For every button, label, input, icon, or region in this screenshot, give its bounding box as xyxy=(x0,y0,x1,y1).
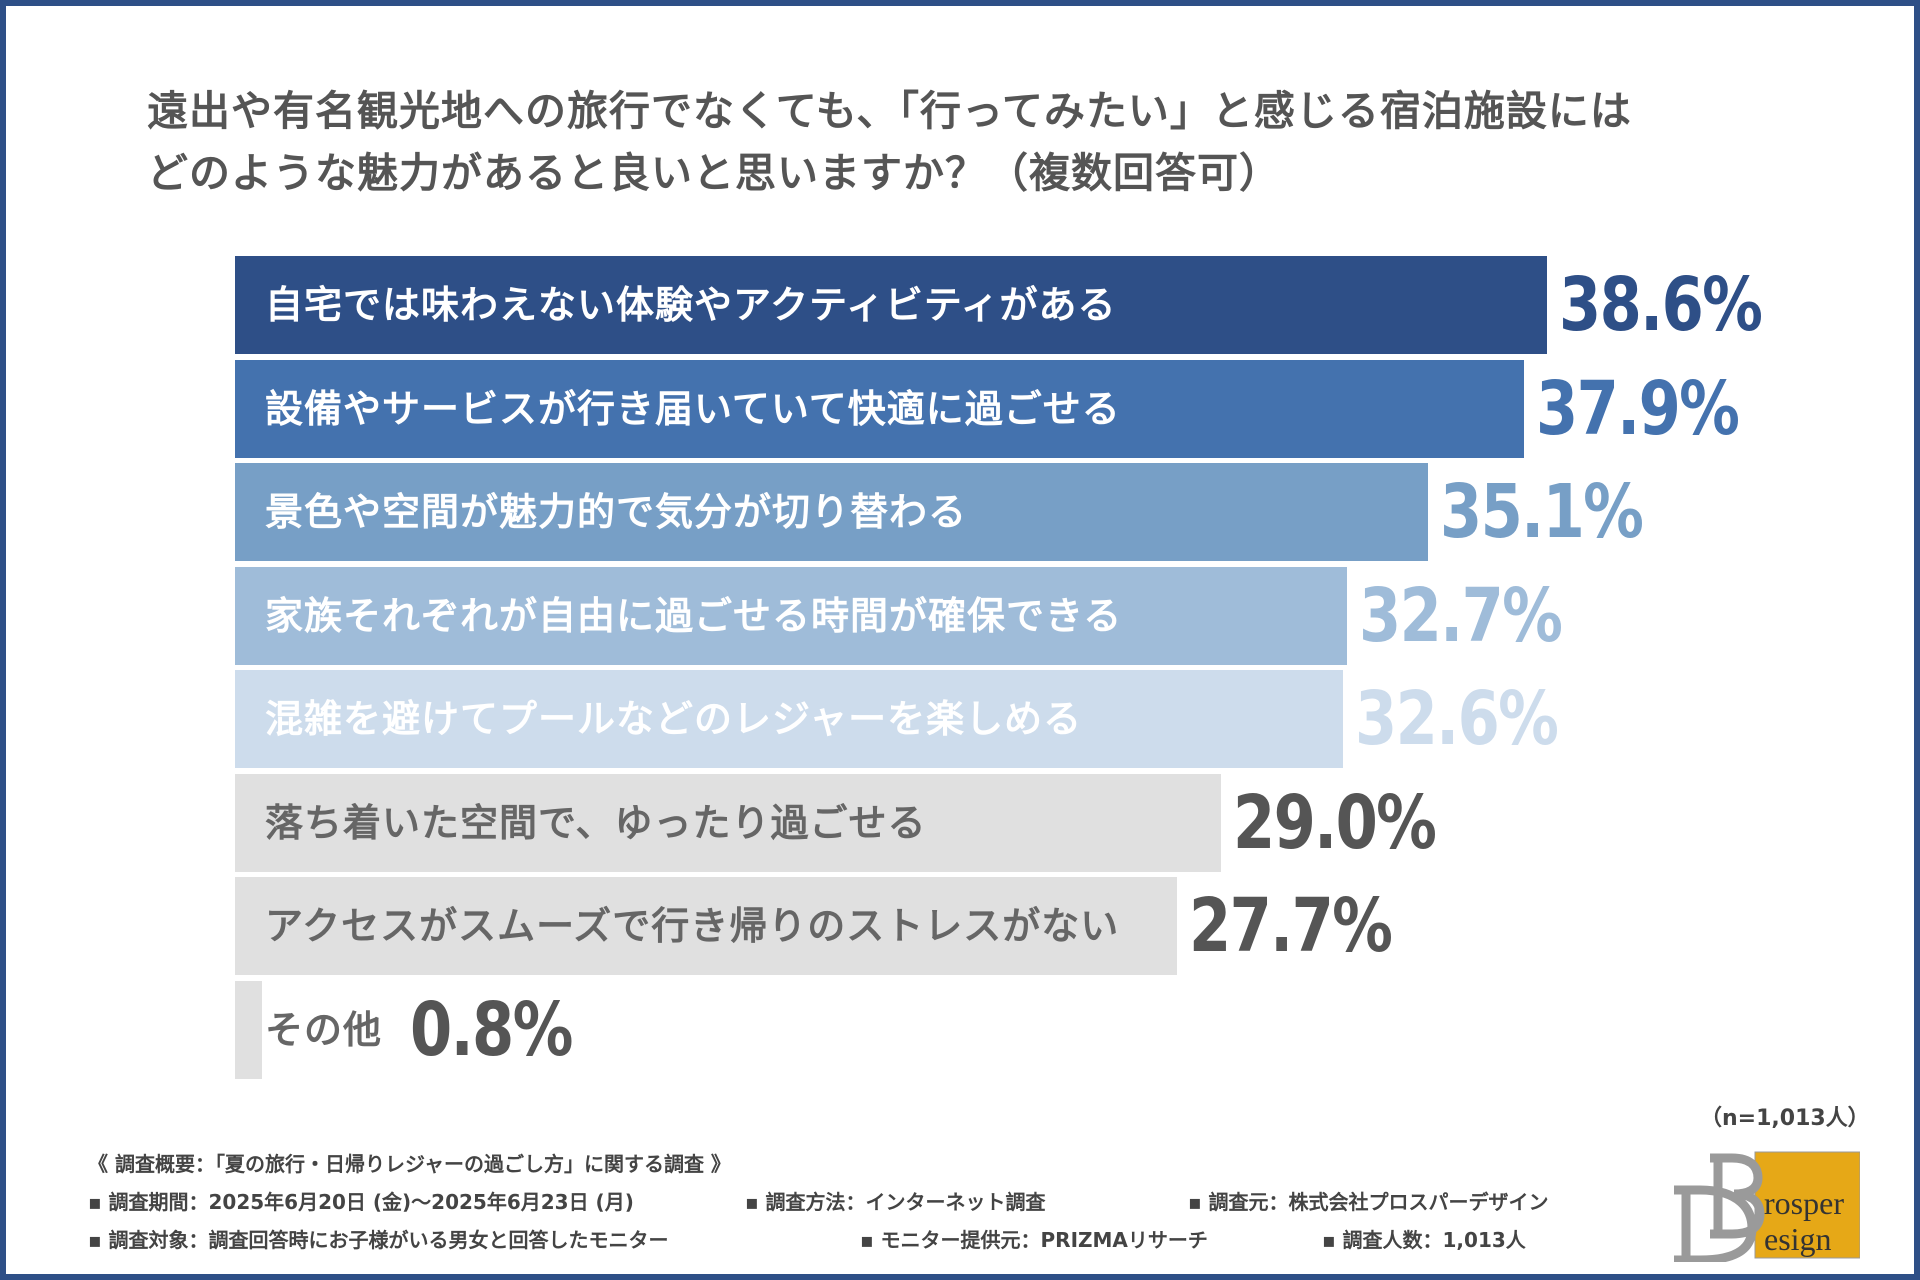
survey-count: ▪ 調査人数：1,013人 xyxy=(1322,1228,1526,1252)
bar-label: 落ち着いた空間で、ゆったり過ごせる xyxy=(265,800,927,845)
value-label: 35.1% xyxy=(1440,469,1644,555)
value-label: 37.9% xyxy=(1535,365,1740,452)
logo-text-bottom: esign xyxy=(1764,1221,1832,1257)
value-label: 0.8% xyxy=(410,986,573,1073)
bar-label: その他 xyxy=(265,1007,383,1052)
bar xyxy=(235,359,1524,458)
bar xyxy=(235,566,1347,665)
logo-letter-b-shape xyxy=(1710,1153,1765,1239)
bar-label: 自宅では味わえない体験やアクティビティがある xyxy=(265,283,1117,327)
bar xyxy=(235,463,1429,561)
logo-letter-d-shape xyxy=(1674,1185,1757,1262)
value-label: 32.7% xyxy=(1358,572,1563,659)
survey-method: ▪ 調査方法：インターネット調査 xyxy=(745,1190,1046,1214)
value-label: 38.6% xyxy=(1559,262,1763,348)
value-label: 27.7% xyxy=(1188,883,1393,969)
title-line-1: 遠出や有名観光地への旅行でなくても、「行ってみたい」と感じる宿泊施設には xyxy=(147,87,1632,135)
prosper-design-logo: rosper esign xyxy=(1674,1151,1860,1262)
bar xyxy=(235,670,1344,768)
bar xyxy=(235,773,1221,872)
survey-heading: 《 調査概要：「夏の旅行・日帰りレジャーの過ごし方」に関する調査 》 xyxy=(88,1152,731,1176)
survey-period: ▪ 調査期間：2025年6月20日 (金)〜2025年6月23日 (月) xyxy=(88,1190,634,1214)
bar-label: 景色や空間が魅力的で気分が切り替わる xyxy=(265,490,968,534)
bar-label: 設備やサービスが行き届いていて快適に過ごせる xyxy=(265,386,1121,431)
bar-label: アクセスがスムーズで行き帰りのストレスがない xyxy=(265,904,1120,948)
title-line-2: どのような魅力があると良いと思いますか？（複数回答可） xyxy=(147,149,1281,197)
bar xyxy=(235,877,1177,975)
value-label: 29.0% xyxy=(1233,779,1437,866)
survey-target: ▪ 調査対象：調査回答時にお子様がいる男女と回答したモニター xyxy=(88,1228,669,1252)
monitor-provider: ▪ モニター提供元：PRIZMAリサーチ xyxy=(860,1228,1208,1252)
bar xyxy=(235,980,263,1079)
survey-source: ▪ 調査元：株式会社プロスパーデザイン xyxy=(1188,1190,1549,1214)
bar-label: 家族それぞれが自由に過ごせる時間が確保できる xyxy=(265,593,1123,638)
sample-size: （n=1,013人） xyxy=(1700,1106,1870,1131)
value-label: 32.6% xyxy=(1355,676,1559,762)
bar-label: 混雑を避けてプールなどのレジャーを楽しめる xyxy=(265,697,1083,741)
logo-accent-square xyxy=(1754,1151,1860,1259)
bar xyxy=(235,256,1548,354)
logo-text-top: rosper xyxy=(1764,1185,1844,1221)
chart-title: 遠出や有名観光地への旅行でなくても、「行ってみたい」と感じる宿泊施設には どのよ… xyxy=(147,80,1632,204)
